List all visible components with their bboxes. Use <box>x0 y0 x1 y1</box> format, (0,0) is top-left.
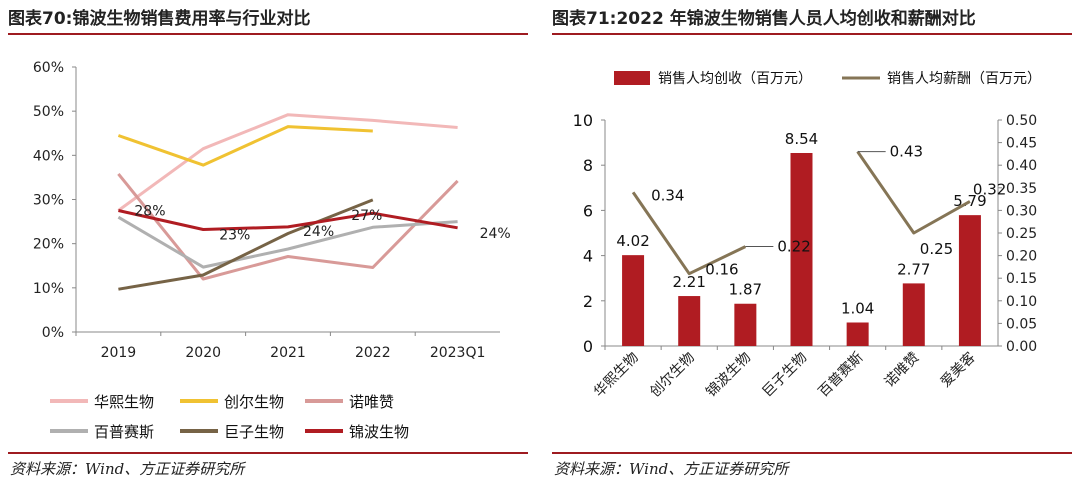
line-series-巨子生物 <box>118 198 374 291</box>
line-value-label: 0.34 <box>651 186 684 204</box>
x-tick-label: 华熙生物 <box>591 350 642 401</box>
line-value-label: 0.32 <box>973 180 1006 198</box>
legend-label: 百普赛斯 <box>94 423 154 441</box>
left-y-tick-label: 8 <box>583 156 593 175</box>
bar <box>902 283 925 346</box>
y-tick-label: 0% <box>42 325 64 341</box>
bar-value-label: 2.77 <box>897 260 930 278</box>
data-label: 23% <box>219 228 250 244</box>
bar <box>622 255 645 346</box>
line-value-label: 0.25 <box>920 240 953 258</box>
x-tick-label: 2019 <box>101 345 137 361</box>
legend-label-bar: 销售人均创收（百万元） <box>658 71 812 87</box>
left-y-tick-label: 4 <box>583 247 593 266</box>
right-y-tick-label: 0.30 <box>1006 203 1037 219</box>
line-value-label: 0.43 <box>890 143 923 161</box>
data-label: 27% <box>351 208 382 224</box>
right-y-tick-label: 0.00 <box>1006 339 1037 355</box>
legend-label-line: 销售人均薪酬（百万元） <box>887 71 1041 87</box>
x-tick-label: 2020 <box>185 345 221 361</box>
x-tick-label: 创尔生物 <box>647 350 698 401</box>
right-source-rule <box>552 452 1072 454</box>
bar-value-label: 1.04 <box>841 299 874 317</box>
bar-value-label: 2.21 <box>673 273 706 291</box>
x-tick-label: 2023Q1 <box>430 345 486 361</box>
bar <box>958 215 981 346</box>
left-y-tick-label: 2 <box>583 292 593 311</box>
right-y-tick-label: 0.25 <box>1006 226 1037 242</box>
left-source-note: 资料来源：Wind、方正证券研究所 <box>10 460 245 478</box>
bar <box>846 322 869 346</box>
line-series-百普赛斯 <box>117 215 458 269</box>
left-source-rule <box>8 452 528 454</box>
data-label: 24% <box>303 224 334 240</box>
legend-label: 创尔生物 <box>224 393 284 411</box>
bar <box>678 296 701 346</box>
line-value-label: 0.16 <box>705 261 738 279</box>
bar <box>734 303 757 346</box>
x-tick-label: 锦波生物 <box>703 349 755 401</box>
x-tick-label: 2021 <box>270 345 306 361</box>
y-tick-label: 50% <box>33 104 64 120</box>
right-y-tick-label: 0.45 <box>1006 136 1037 152</box>
line-value-label: 0.22 <box>777 238 810 256</box>
left-chart-title: 图表70:锦波生物销售费用率与行业对比 <box>8 9 311 29</box>
x-tick-label: 2022 <box>355 345 391 361</box>
left-line-chart: 0% 10% 20% 30% 40% 50% 60% 2019 2020 2021 2022 2023… <box>33 60 511 441</box>
line-series-salary <box>856 150 971 235</box>
right-chart-title: 图表71:2022 年锦波生物销售人员人均创收和薪酬对比 <box>552 9 976 29</box>
right-title-rule <box>552 33 1072 35</box>
legend-label: 华熙生物 <box>94 393 154 411</box>
left-y-tick-label: 6 <box>583 201 593 220</box>
line-series-诺唯赞 <box>117 172 459 281</box>
legend-label: 诺唯赞 <box>349 393 394 411</box>
y-tick-label: 30% <box>33 193 64 209</box>
left-title-rule <box>8 33 528 35</box>
right-y-tick-label: 0.40 <box>1006 158 1037 174</box>
x-tick-label: 巨子生物 <box>759 350 810 401</box>
data-label: 28% <box>134 204 165 220</box>
legend-swatch-bar <box>614 71 650 85</box>
bar <box>790 152 813 346</box>
right-y-tick-label: 0.10 <box>1006 294 1037 310</box>
x-tick-label: 爱美客 <box>937 349 979 391</box>
x-tick-label: 百普赛斯 <box>816 350 867 401</box>
legend-label: 巨子生物 <box>224 423 284 441</box>
y-tick-label: 40% <box>33 148 64 164</box>
right-bar-line-chart: 02468100.000.050.100.150.200.250.300.350… <box>573 71 1041 401</box>
bar-value-label: 1.87 <box>729 281 762 299</box>
legend-label: 锦波生物 <box>349 423 409 441</box>
left-y-tick-label: 0 <box>583 337 593 356</box>
right-y-tick-label: 0.20 <box>1006 249 1037 265</box>
line-series-创尔生物 <box>117 125 373 167</box>
y-tick-label: 10% <box>33 281 64 297</box>
y-tick-label: 60% <box>33 60 64 76</box>
line-series-华熙生物 <box>117 113 458 212</box>
y-tick-label: 20% <box>33 237 64 253</box>
left-y-tick-label: 10 <box>573 111 593 130</box>
line-series-salary <box>631 191 747 276</box>
line-series-锦波生物 <box>118 209 458 231</box>
right-y-tick-label: 0.35 <box>1006 181 1037 197</box>
data-label: 24% <box>480 226 511 242</box>
bar-value-label: 8.54 <box>785 130 818 148</box>
x-tick-label: 诺唯赞 <box>882 350 923 391</box>
right-source-note: 资料来源：Wind、方正证券研究所 <box>554 460 789 478</box>
right-y-tick-label: 0.50 <box>1006 113 1037 129</box>
right-y-tick-label: 0.15 <box>1006 271 1037 287</box>
right-y-tick-label: 0.05 <box>1006 316 1037 332</box>
bar-value-label: 4.02 <box>616 232 649 250</box>
